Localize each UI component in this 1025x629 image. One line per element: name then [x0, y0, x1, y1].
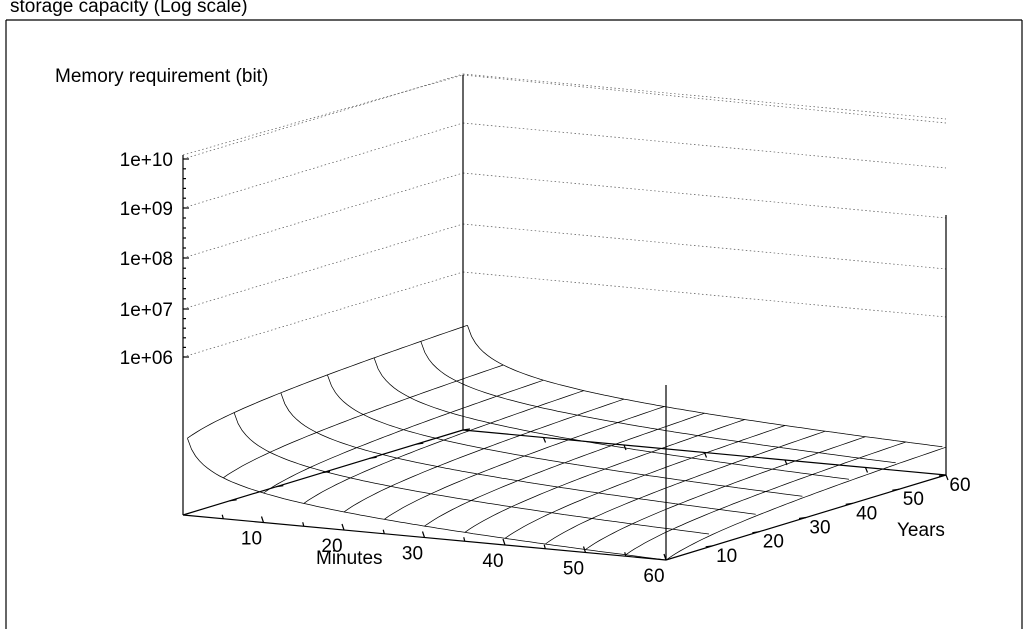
y-tick: [752, 531, 760, 534]
y-left-tick: [369, 456, 377, 459]
x-minor-tick: [543, 544, 546, 549]
surface-curve-years: [467, 325, 943, 448]
surface-curve-minutes: [263, 379, 544, 494]
x-minor-tick: [463, 537, 466, 542]
x-minor-tick: [624, 552, 627, 557]
z-gridline-back: [462, 271, 947, 318]
y-left-tick: [416, 442, 424, 445]
x-tick: [502, 538, 506, 546]
y-tick-label: 30: [809, 518, 830, 539]
x-tick: [582, 546, 587, 553]
surface-curve-years: [327, 374, 803, 497]
y-tick-label: 60: [949, 475, 970, 496]
axis-ticks: [183, 158, 949, 561]
x-back-tick: [864, 467, 869, 473]
y-left-tick: [276, 485, 284, 488]
z-tick-label: 1e+08: [120, 249, 173, 270]
x-tick: [663, 553, 667, 561]
surface-curve-minutes: [464, 419, 745, 533]
z-axis-label: Memory requirement (bit): [55, 66, 268, 87]
x-tick-label: 10: [241, 529, 262, 550]
surface-curve-years: [280, 392, 756, 515]
surface-curve-minutes: [545, 430, 826, 545]
x-back-tick: [542, 437, 547, 443]
x-minor-tick: [221, 514, 224, 519]
surface-curve-minutes: [665, 446, 947, 561]
top-gridline-left: [182, 74, 464, 156]
x-tick-label: 30: [402, 544, 423, 565]
x-tick: [421, 531, 426, 538]
x-minor-tick: [302, 522, 305, 527]
z-gridline-back: [462, 172, 947, 219]
y-tick: [845, 502, 853, 505]
y-tick: [938, 474, 947, 477]
z-gridline-left: [182, 271, 464, 358]
z-gridline-left: [182, 73, 464, 160]
z-tick-label: 1e+09: [120, 199, 173, 220]
x-tick-label: 60: [643, 566, 664, 587]
x-tick-label: 50: [563, 559, 584, 580]
surface-curve-minutes: [187, 324, 468, 439]
x-axis-label: Minutes: [316, 548, 383, 569]
z-tick-label: 1e+06: [120, 348, 173, 369]
surface-curve-minutes: [585, 436, 866, 550]
y-tick-label: 50: [903, 489, 924, 510]
y-tick: [892, 488, 900, 491]
y-axis-label: Years: [897, 520, 945, 541]
x-back-tick: [945, 474, 949, 481]
y-tick: [798, 516, 807, 520]
surface-curve-minutes: [504, 425, 786, 539]
y-left-tick: [462, 428, 471, 431]
z-gridline-left: [182, 172, 464, 259]
y-tick-label: 10: [716, 546, 737, 567]
z-gridline-back: [462, 122, 947, 169]
z-gridline-back: [462, 73, 947, 120]
truncated-title: storage capacity (Log scale): [10, 0, 248, 17]
surface-curve-years: [420, 341, 896, 464]
back-wall-grid: [182, 73, 947, 358]
tick-labels: 1e+06 1e+07 1e+08 1e+09 1e+10 10 20 30 40 50 60 10 2…: [120, 150, 971, 587]
surface-mesh: [187, 324, 947, 561]
x-back-tick: [784, 459, 788, 466]
surface-curve-minutes: [625, 441, 906, 556]
x-tick-label: 40: [482, 551, 503, 572]
surface-curve-years: [373, 357, 850, 480]
surface-curve-minutes: [424, 412, 705, 527]
y-tick-label: 20: [763, 532, 784, 553]
surface-curve-minutes: [343, 398, 625, 513]
top-gridline-back: [462, 74, 947, 124]
surface-curve-minutes: [223, 364, 504, 479]
z-tick-label: 1e+10: [120, 150, 173, 171]
y-left-tick: [229, 499, 237, 502]
z-gridline-left: [182, 122, 464, 209]
x-tick-label: 20: [321, 536, 342, 557]
x-tick: [260, 516, 265, 523]
x-back-tick: [703, 452, 708, 458]
x-tick: [341, 523, 345, 531]
surface-curve-minutes: [303, 390, 584, 504]
y-left-tick: [322, 470, 331, 474]
y-tick-label: 40: [856, 503, 877, 524]
y-tick: [705, 545, 713, 548]
surface-curve-minutes: [384, 406, 665, 520]
z-gridline-left: [182, 223, 464, 310]
z-tick-label: 1e+07: [120, 300, 173, 321]
z-gridline-back: [462, 223, 947, 270]
x-back-tick: [623, 444, 627, 451]
x-minor-tick: [382, 529, 385, 534]
